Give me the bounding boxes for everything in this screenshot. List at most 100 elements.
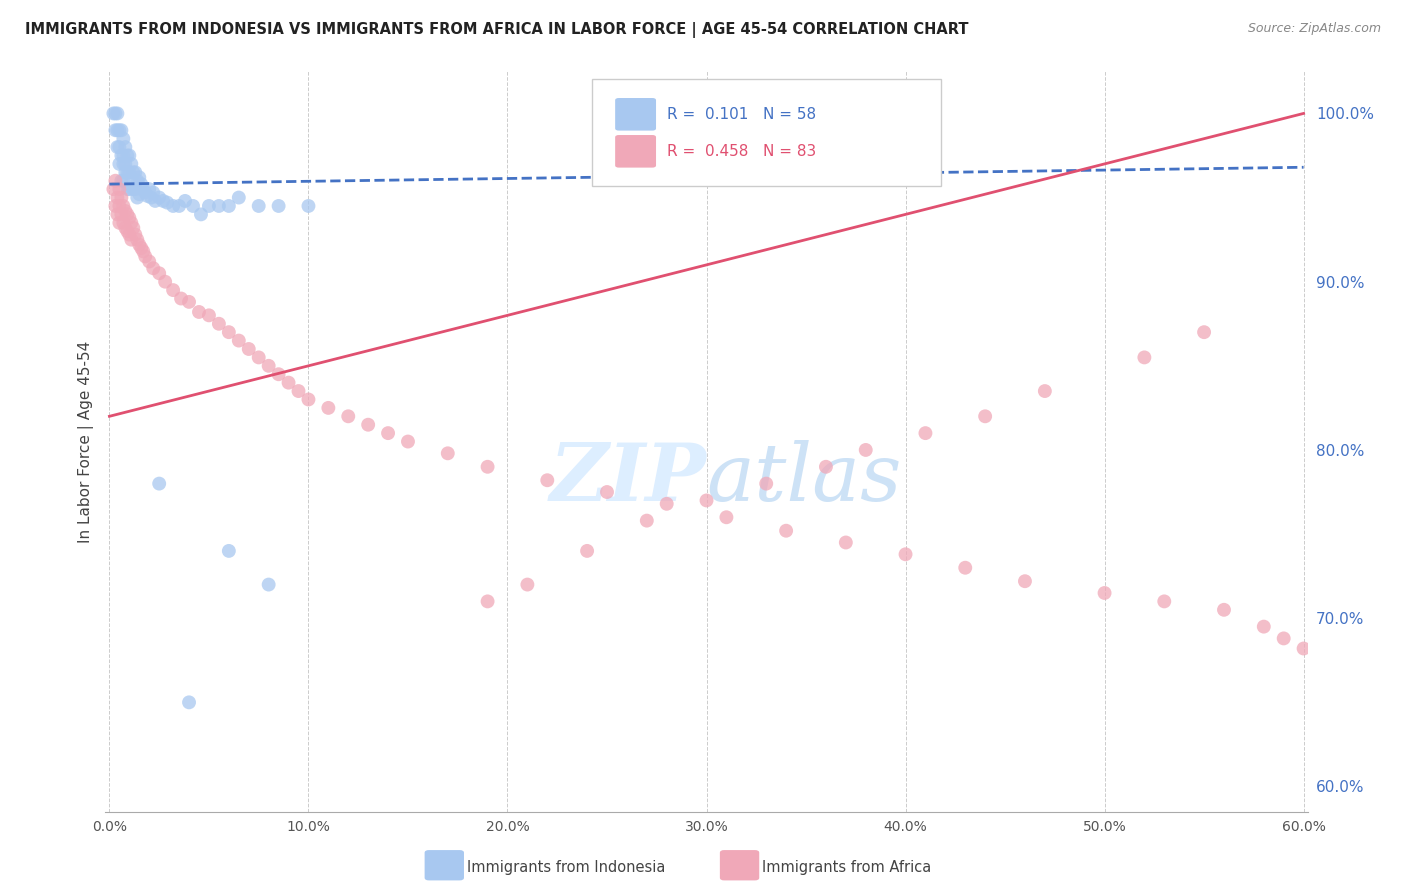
Point — [174, 194, 197, 208]
Point — [110, 123, 132, 137]
Point — [190, 207, 212, 221]
Point — [105, 207, 128, 221]
Point — [118, 148, 141, 162]
Point — [120, 174, 142, 188]
Point — [1272, 632, 1295, 646]
Point — [835, 535, 858, 549]
Point — [162, 283, 184, 297]
Point — [108, 216, 131, 230]
Point — [122, 182, 145, 196]
Point — [132, 182, 155, 196]
Point — [170, 292, 193, 306]
Point — [167, 199, 190, 213]
Point — [117, 207, 139, 221]
Point — [148, 190, 170, 204]
Point — [477, 459, 499, 474]
Point — [974, 409, 997, 424]
Point — [127, 233, 149, 247]
Point — [181, 199, 204, 213]
Point — [112, 199, 135, 213]
Point — [124, 182, 146, 196]
Point — [105, 106, 128, 120]
Point — [108, 157, 131, 171]
Point — [117, 165, 139, 179]
Point — [1133, 351, 1156, 365]
Point — [814, 459, 837, 474]
Point — [105, 140, 128, 154]
Point — [576, 544, 599, 558]
Point — [143, 194, 166, 208]
Point — [104, 174, 127, 188]
Point — [108, 182, 131, 196]
Point — [1292, 641, 1315, 656]
Point — [357, 417, 380, 432]
FancyBboxPatch shape — [616, 135, 657, 168]
Point — [153, 275, 176, 289]
Point — [128, 170, 150, 185]
Point — [297, 392, 319, 407]
Point — [716, 510, 738, 524]
Point — [117, 182, 139, 196]
Point — [138, 182, 160, 196]
Text: atlas: atlas — [707, 440, 901, 517]
Point — [1253, 620, 1275, 634]
Text: ZIP: ZIP — [550, 440, 707, 517]
Text: R =  0.101   N = 58: R = 0.101 N = 58 — [666, 107, 815, 122]
Point — [105, 123, 128, 137]
Point — [110, 190, 132, 204]
Point — [132, 244, 155, 259]
Point — [138, 254, 160, 268]
Point — [238, 342, 260, 356]
Point — [162, 199, 184, 213]
Point — [228, 190, 250, 204]
Point — [127, 190, 149, 204]
Y-axis label: In Labor Force | Age 45-54: In Labor Force | Age 45-54 — [79, 341, 94, 542]
Point — [128, 187, 150, 202]
Point — [142, 186, 165, 200]
Point — [1033, 384, 1056, 398]
Point — [914, 426, 936, 441]
Point — [1014, 574, 1036, 589]
Point — [257, 577, 280, 591]
Point — [277, 376, 299, 390]
Point — [122, 220, 145, 235]
Point — [117, 148, 139, 162]
Point — [122, 165, 145, 179]
FancyBboxPatch shape — [592, 78, 941, 186]
Point — [198, 309, 221, 323]
Point — [287, 384, 309, 398]
Text: R =  0.458   N = 83: R = 0.458 N = 83 — [666, 144, 815, 159]
Point — [141, 190, 163, 204]
Point — [105, 190, 128, 204]
Point — [108, 140, 131, 154]
Point — [477, 594, 499, 608]
Point — [436, 446, 458, 460]
Point — [267, 368, 290, 382]
Point — [148, 476, 170, 491]
Point — [218, 325, 240, 339]
Point — [297, 199, 319, 213]
Point — [156, 195, 179, 210]
Point — [120, 157, 142, 171]
Point — [148, 266, 170, 280]
Point — [108, 199, 131, 213]
Point — [208, 317, 231, 331]
Point — [103, 106, 125, 120]
Point — [177, 294, 200, 309]
Point — [1213, 603, 1236, 617]
Point — [118, 165, 141, 179]
Point — [755, 476, 778, 491]
Point — [596, 485, 619, 500]
Point — [128, 237, 150, 252]
Point — [110, 207, 132, 221]
Point — [114, 204, 136, 219]
Point — [894, 547, 917, 561]
Point — [655, 497, 678, 511]
Point — [177, 695, 200, 709]
Point — [134, 249, 156, 263]
Point — [536, 473, 558, 487]
Point — [118, 227, 141, 242]
Point — [198, 199, 221, 213]
Text: Immigrants from Africa: Immigrants from Africa — [762, 860, 931, 874]
Text: Immigrants from Indonesia: Immigrants from Indonesia — [467, 860, 665, 874]
